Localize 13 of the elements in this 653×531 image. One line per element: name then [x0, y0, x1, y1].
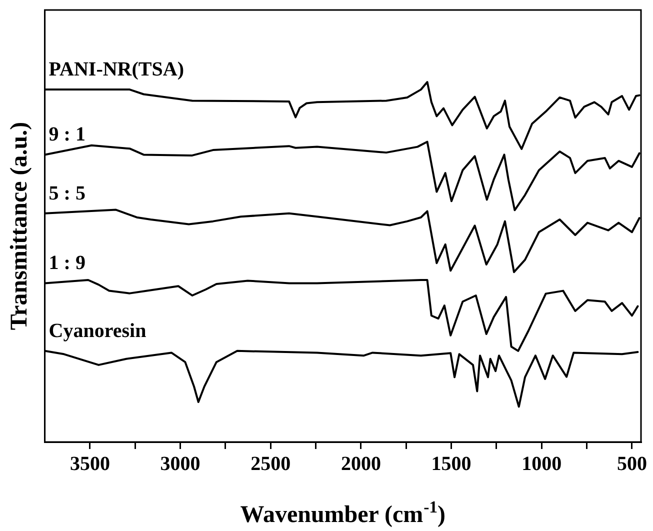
x-tick-label: 3000	[160, 453, 200, 476]
y-axis-title: Transmittance (a.u.)	[6, 122, 33, 330]
series-label: 1 : 9	[48, 252, 86, 274]
x-tick-label: 1500	[431, 453, 472, 476]
series-label: 5 : 5	[48, 182, 86, 204]
x-tick-label: 1000	[522, 453, 562, 476]
x-tick-label: 3500	[70, 453, 110, 476]
x-tick-label: 2000	[340, 453, 381, 476]
series-label: 9 : 1	[48, 124, 86, 146]
x-tick-label: 2500	[250, 453, 291, 476]
series-label: Cyanoresin	[48, 320, 146, 342]
x-tick-label: 500	[616, 453, 647, 476]
series-label: PANI-NR(TSA)	[48, 58, 184, 81]
